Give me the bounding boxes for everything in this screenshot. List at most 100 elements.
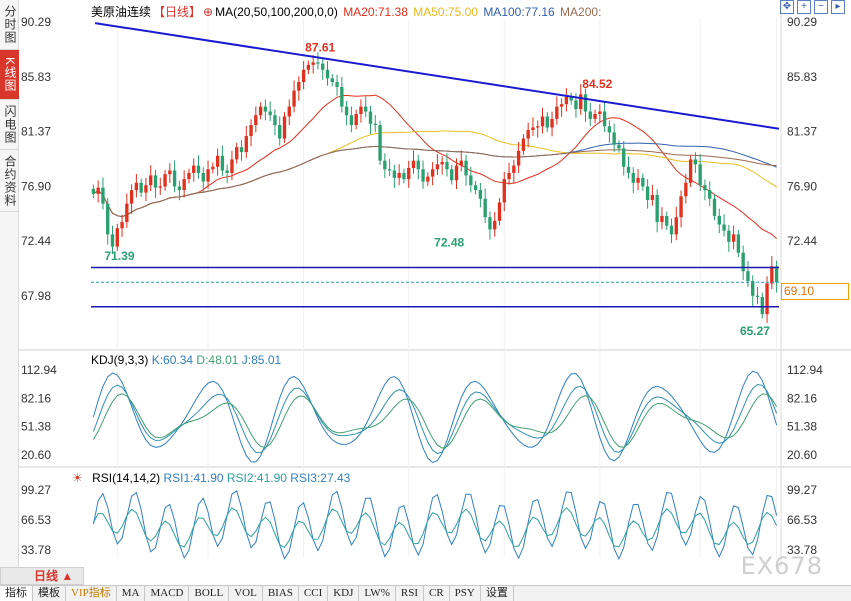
candle-body	[536, 126, 540, 128]
y-tick-left: 81.37	[21, 125, 51, 139]
chart-area[interactable]: 87.61 84.52 71.39 72.48 65.27 90.29 90.29 85.8…	[19, 0, 851, 583]
candle-body	[450, 169, 454, 181]
candle-body	[736, 234, 741, 253]
candle-body	[230, 159, 234, 173]
candle-body	[631, 172, 635, 183]
y-tick-right: 81.37	[787, 125, 817, 139]
price-annotation-high: 84.52	[582, 77, 612, 91]
tab-rsi[interactable]: RSI	[396, 586, 424, 601]
tab-cr[interactable]: CR	[424, 586, 450, 601]
rsi-tick-left: 33.78	[21, 543, 51, 557]
candle-body	[125, 203, 129, 223]
candle-body	[144, 185, 148, 193]
candle-body	[172, 170, 177, 187]
y-tick-right: 90.29	[787, 15, 817, 29]
candle-body	[650, 195, 655, 200]
candle-body	[574, 100, 578, 110]
kdj-tick-right: 20.60	[787, 448, 817, 462]
tab-contract-label: 合约资料	[3, 154, 17, 207]
current-price-tag: 69.10	[781, 283, 849, 300]
candle-body	[440, 161, 444, 165]
tab-vol[interactable]: VOL	[229, 586, 263, 601]
period-label: 【日线】	[153, 5, 202, 19]
candle-body	[177, 186, 182, 191]
candle-body	[149, 175, 153, 186]
kdj-j: J:85.01	[241, 353, 282, 367]
candle-body	[636, 177, 640, 183]
candle-body	[751, 281, 755, 296]
candle-body	[249, 125, 253, 137]
add-icon[interactable]: ⊕	[203, 5, 214, 19]
settings-gear-icon[interactable]: ☀	[72, 471, 83, 485]
candle-body	[397, 172, 401, 178]
tab-boll[interactable]: BOLL	[189, 586, 230, 601]
candle-body	[755, 295, 760, 297]
candle-body	[746, 271, 750, 282]
tab-cci[interactable]: CCI	[299, 586, 329, 601]
tab-vip-indicator[interactable]: VIP指标	[66, 586, 117, 601]
candle-body	[187, 172, 191, 180]
candle-body	[349, 115, 354, 126]
candle-body	[526, 129, 530, 139]
candle-body	[497, 202, 502, 221]
kdj-legend: KDJ(9,3,3) K:60.34 D:48.01 J:85.01	[91, 353, 281, 367]
candle-body	[344, 106, 349, 116]
tab-bias[interactable]: BIAS	[263, 586, 299, 601]
candle-body	[545, 116, 549, 128]
zoom-in-icon[interactable]: +	[797, 0, 811, 14]
tab-template[interactable]: 模板	[33, 586, 66, 601]
tab-lightning[interactable]: 闪电图	[0, 100, 19, 150]
candle-body	[263, 106, 268, 112]
kdj-d-line	[92, 393, 778, 449]
kdj-panel: 112.94 112.94 82.16 82.16 51.38 51.38 20.60 20.…	[21, 363, 823, 464]
candle-body	[473, 185, 478, 191]
candle-body	[593, 113, 597, 119]
rsi3-line	[92, 506, 778, 549]
rsi-panel: 99.27 99.27 66.53 66.53 33.78 33.78	[21, 483, 817, 561]
tab-macd[interactable]: MACD	[145, 586, 190, 601]
tab-settings[interactable]: 设置	[481, 586, 514, 601]
tab-timeshare[interactable]: 分时图	[0, 0, 19, 50]
corner-tools: ✥ + − ▸	[780, 0, 845, 14]
tab-psy[interactable]: PSY	[450, 586, 481, 601]
candle-body	[703, 185, 707, 191]
kdj-tick-left: 51.38	[21, 420, 51, 434]
candle-body	[741, 252, 745, 272]
tab-contract-info[interactable]: 合约资料	[0, 150, 19, 212]
candle-body	[359, 106, 363, 114]
date-row	[19, 567, 851, 585]
ma200-value: MA200:	[560, 5, 602, 19]
tab-lw[interactable]: LW%	[359, 586, 396, 601]
candle-body	[215, 155, 220, 167]
candle-body	[445, 161, 449, 170]
candle-body	[512, 165, 516, 173]
candle-body	[373, 123, 377, 126]
candle-body	[579, 94, 583, 110]
candle-body	[244, 136, 248, 153]
ma50-line	[93, 130, 777, 218]
tab-indicator[interactable]: 指标	[0, 586, 33, 601]
ma-params: MA(20,50,100,200,0,0)	[215, 5, 338, 19]
candle-body	[297, 82, 301, 91]
candle-body	[502, 179, 506, 203]
price-axis: 90.29 90.29 85.83 85.83 81.37 81.37 76.90 76.90…	[21, 15, 817, 303]
watermark: EX678	[740, 552, 823, 580]
period-selector-label: 日线	[34, 569, 59, 583]
candle-body	[120, 222, 124, 229]
candle-body	[416, 160, 420, 170]
tab-ma[interactable]: MA	[117, 586, 146, 601]
candle-body	[235, 147, 239, 160]
price-annotation-low: 65.27	[740, 324, 770, 338]
chart-overlays: 87.61 84.52 71.39 72.48 65.27	[91, 22, 780, 338]
arrow-right-icon[interactable]: ▸	[831, 0, 845, 14]
period-selector-button[interactable]: 日线 ▲	[0, 567, 84, 585]
tab-kdj[interactable]: KDJ	[328, 586, 360, 601]
candle-body	[192, 165, 196, 173]
tab-kline[interactable]: K线图	[0, 50, 19, 100]
candle-body	[426, 176, 430, 182]
candle-body	[516, 150, 521, 166]
zoom-out-icon[interactable]: −	[814, 0, 828, 14]
move-icon[interactable]: ✥	[780, 0, 794, 14]
tab-lightning-label: 闪电图	[3, 105, 17, 144]
